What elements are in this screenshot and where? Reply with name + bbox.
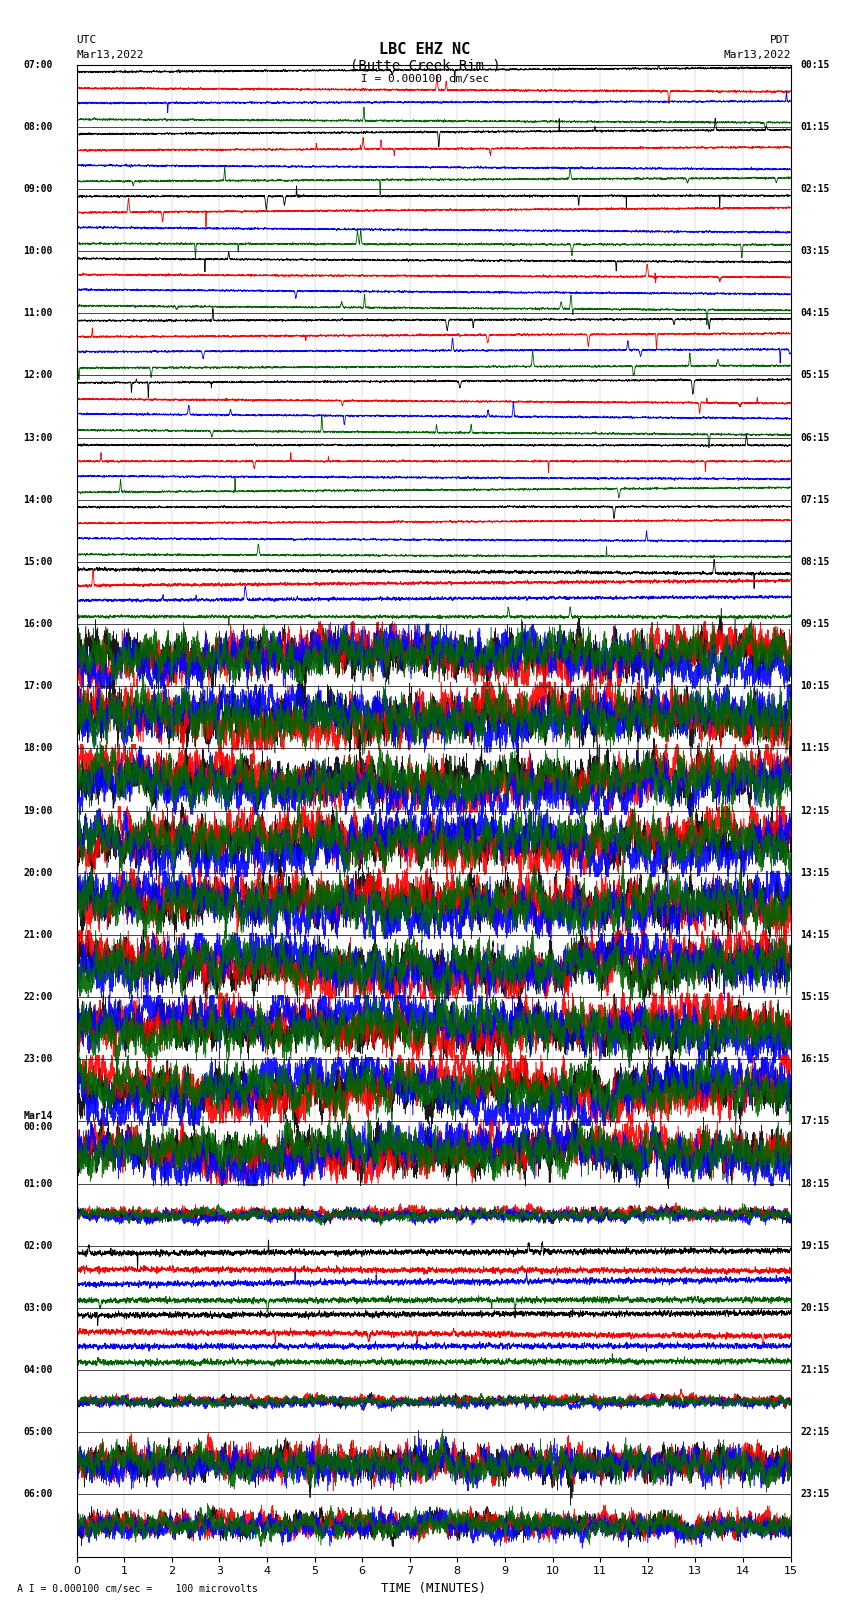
Text: 15:15: 15:15 bbox=[800, 992, 830, 1002]
Text: 11:15: 11:15 bbox=[800, 744, 830, 753]
Text: 18:00: 18:00 bbox=[23, 744, 53, 753]
Text: 07:15: 07:15 bbox=[800, 495, 830, 505]
Text: 11:00: 11:00 bbox=[23, 308, 53, 318]
Text: 17:15: 17:15 bbox=[800, 1116, 830, 1126]
Text: 07:00: 07:00 bbox=[23, 60, 53, 69]
Text: 14:15: 14:15 bbox=[800, 929, 830, 940]
Text: 08:00: 08:00 bbox=[23, 121, 53, 132]
Text: 22:00: 22:00 bbox=[23, 992, 53, 1002]
Text: 01:00: 01:00 bbox=[23, 1179, 53, 1189]
Text: UTC: UTC bbox=[76, 35, 97, 45]
Text: 05:00: 05:00 bbox=[23, 1428, 53, 1437]
Text: 09:00: 09:00 bbox=[23, 184, 53, 194]
Text: 10:00: 10:00 bbox=[23, 247, 53, 256]
Text: 03:15: 03:15 bbox=[800, 247, 830, 256]
X-axis label: TIME (MINUTES): TIME (MINUTES) bbox=[381, 1582, 486, 1595]
Text: 08:15: 08:15 bbox=[800, 556, 830, 566]
Text: 06:15: 06:15 bbox=[800, 432, 830, 442]
Text: 16:00: 16:00 bbox=[23, 619, 53, 629]
Text: 17:00: 17:00 bbox=[23, 681, 53, 692]
Text: 23:00: 23:00 bbox=[23, 1055, 53, 1065]
Text: 12:00: 12:00 bbox=[23, 371, 53, 381]
Text: 02:00: 02:00 bbox=[23, 1240, 53, 1250]
Text: 02:15: 02:15 bbox=[800, 184, 830, 194]
Text: Mar14
00:00: Mar14 00:00 bbox=[23, 1111, 53, 1132]
Text: 01:15: 01:15 bbox=[800, 121, 830, 132]
Text: 21:00: 21:00 bbox=[23, 929, 53, 940]
Text: I = 0.000100 cm/sec: I = 0.000100 cm/sec bbox=[361, 74, 489, 84]
Text: (Butte Creek Rim ): (Butte Creek Rim ) bbox=[349, 58, 501, 73]
Text: LBC EHZ NC: LBC EHZ NC bbox=[379, 42, 471, 56]
Text: 19:15: 19:15 bbox=[800, 1240, 830, 1250]
Text: 13:00: 13:00 bbox=[23, 432, 53, 442]
Text: 12:15: 12:15 bbox=[800, 805, 830, 816]
Text: 00:15: 00:15 bbox=[800, 60, 830, 69]
Text: 09:15: 09:15 bbox=[800, 619, 830, 629]
Text: 20:00: 20:00 bbox=[23, 868, 53, 877]
Text: A I = 0.000100 cm/sec =    100 microvolts: A I = 0.000100 cm/sec = 100 microvolts bbox=[17, 1584, 258, 1594]
Text: Mar13,2022: Mar13,2022 bbox=[723, 50, 791, 60]
Text: 13:15: 13:15 bbox=[800, 868, 830, 877]
Text: 05:15: 05:15 bbox=[800, 371, 830, 381]
Text: 14:00: 14:00 bbox=[23, 495, 53, 505]
Text: 19:00: 19:00 bbox=[23, 805, 53, 816]
Text: 23:15: 23:15 bbox=[800, 1489, 830, 1500]
Text: 06:00: 06:00 bbox=[23, 1489, 53, 1500]
Text: Mar13,2022: Mar13,2022 bbox=[76, 50, 144, 60]
Text: 04:00: 04:00 bbox=[23, 1365, 53, 1374]
Text: 04:15: 04:15 bbox=[800, 308, 830, 318]
Text: 18:15: 18:15 bbox=[800, 1179, 830, 1189]
Text: 15:00: 15:00 bbox=[23, 556, 53, 566]
Text: 21:15: 21:15 bbox=[800, 1365, 830, 1374]
Text: 20:15: 20:15 bbox=[800, 1303, 830, 1313]
Text: 03:00: 03:00 bbox=[23, 1303, 53, 1313]
Text: 22:15: 22:15 bbox=[800, 1428, 830, 1437]
Text: 10:15: 10:15 bbox=[800, 681, 830, 692]
Text: 16:15: 16:15 bbox=[800, 1055, 830, 1065]
Text: PDT: PDT bbox=[770, 35, 790, 45]
